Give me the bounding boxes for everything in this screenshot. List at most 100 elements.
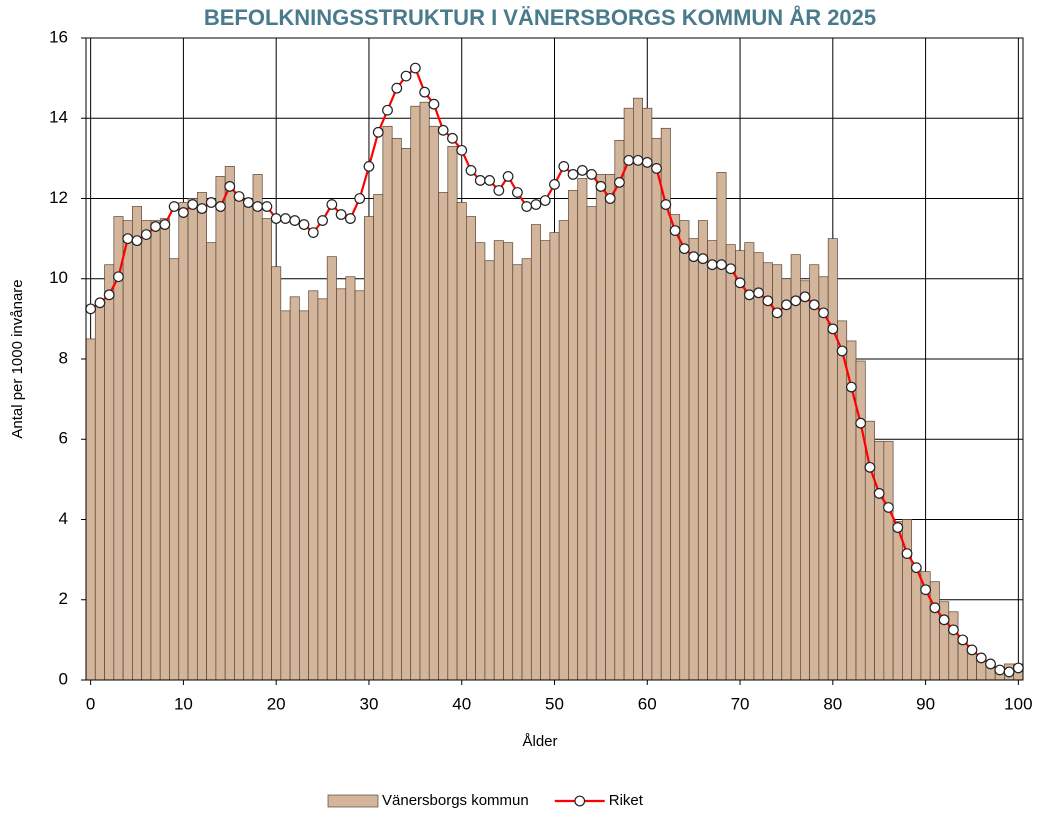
point	[159, 219, 171, 230]
bar	[558, 220, 569, 681]
bar	[317, 298, 328, 681]
bar	[104, 264, 115, 681]
bar	[642, 107, 653, 681]
point	[382, 104, 393, 116]
bar	[141, 220, 152, 681]
bar	[196, 192, 207, 681]
x-tick-label: 70	[731, 694, 750, 713]
bar	[725, 244, 736, 681]
bar	[373, 194, 384, 681]
point	[94, 297, 106, 309]
point	[678, 243, 690, 255]
point	[966, 644, 978, 656]
point	[790, 295, 802, 307]
point	[437, 124, 449, 136]
bar	[336, 288, 347, 681]
bar	[447, 145, 458, 681]
bar	[762, 262, 773, 681]
y-tick-label: 0	[59, 669, 68, 688]
y-tick-label: 4	[59, 509, 68, 528]
y-tick-label: 16	[49, 27, 68, 46]
point	[345, 213, 356, 224]
bar	[799, 280, 810, 681]
point	[743, 289, 755, 301]
point	[753, 287, 764, 299]
bar	[169, 258, 180, 681]
bar	[744, 242, 755, 681]
point	[808, 299, 820, 311]
point	[651, 163, 662, 174]
x-axis-label: Ålder	[522, 733, 557, 750]
bar	[781, 278, 792, 681]
bar	[410, 105, 421, 681]
point	[539, 195, 551, 206]
bar	[874, 440, 885, 681]
point	[975, 652, 987, 664]
x-tick-label: 80	[823, 694, 842, 713]
point	[363, 160, 375, 172]
bar	[892, 521, 903, 681]
y-tick-label: 12	[49, 188, 68, 207]
bar	[206, 242, 217, 681]
point	[688, 251, 700, 263]
bar	[929, 581, 940, 681]
point	[530, 199, 542, 210]
chart-title: BEFOLKNINGSSTRUKTUR I VÄNERSBORGS KOMMUN…	[204, 4, 876, 30]
point	[892, 522, 904, 533]
point	[845, 381, 857, 393]
point	[242, 197, 254, 208]
bar	[530, 224, 541, 681]
bar	[419, 101, 430, 681]
x-tick-label: 60	[638, 694, 657, 713]
point	[270, 213, 282, 224]
point	[558, 160, 570, 172]
y-tick-label: 10	[49, 268, 68, 287]
point	[335, 209, 347, 220]
bar	[614, 139, 625, 681]
bar	[363, 216, 374, 681]
point	[372, 126, 384, 138]
point	[103, 289, 115, 301]
point	[224, 181, 236, 192]
bar	[280, 310, 291, 681]
point	[901, 548, 913, 560]
point	[632, 154, 644, 166]
bar	[466, 216, 476, 681]
point	[1012, 662, 1024, 674]
bar	[688, 238, 699, 681]
bar	[271, 266, 282, 681]
point	[465, 165, 477, 176]
bar	[308, 290, 319, 681]
bar	[503, 242, 514, 681]
point	[419, 86, 431, 98]
point	[326, 199, 338, 210]
point	[567, 169, 579, 180]
point	[734, 277, 746, 289]
point	[1003, 666, 1015, 678]
bar	[540, 240, 551, 681]
point	[623, 154, 635, 166]
legend: Vänersborgs kommun Riket	[327, 792, 644, 809]
point	[252, 201, 264, 212]
y-axis-label: Antal per 1000 invånare	[9, 279, 26, 438]
point	[261, 201, 273, 212]
bar	[577, 178, 588, 681]
bar	[939, 601, 950, 681]
point	[725, 263, 737, 275]
bar	[790, 254, 801, 681]
point	[549, 179, 560, 190]
bar	[651, 137, 662, 681]
point	[706, 259, 718, 271]
bar	[605, 174, 616, 681]
x-tick-label: 30	[359, 694, 378, 713]
bar	[697, 220, 708, 681]
point	[85, 303, 97, 315]
point	[669, 225, 681, 237]
bar	[475, 242, 486, 681]
point	[150, 221, 161, 232]
bar	[113, 216, 124, 681]
bar	[707, 240, 718, 681]
point	[576, 165, 588, 176]
bar	[827, 238, 838, 681]
